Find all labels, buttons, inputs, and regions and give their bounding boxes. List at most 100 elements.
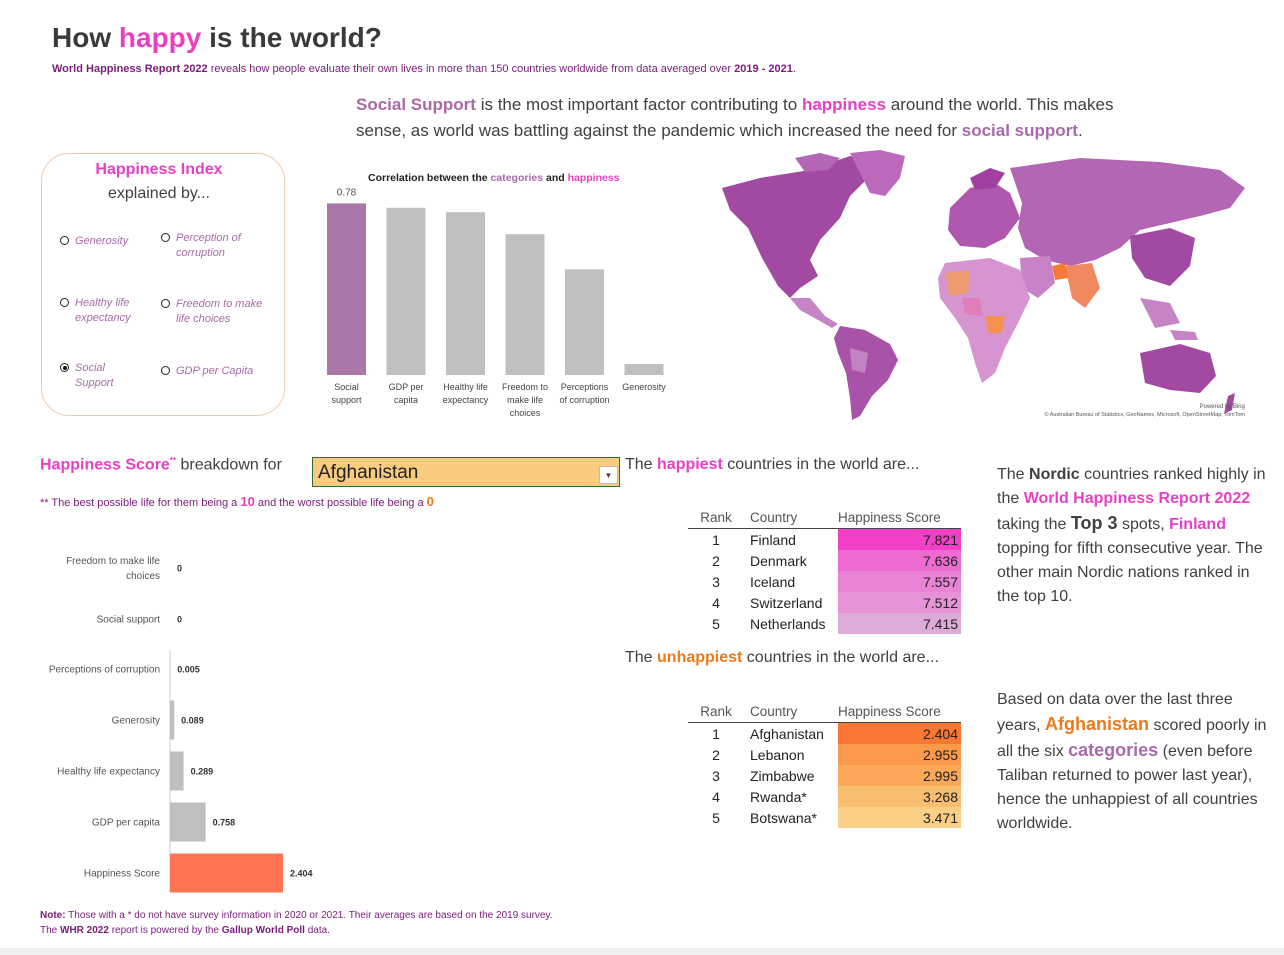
column-header: Country (750, 507, 838, 529)
bar-data-label: 0.78 (337, 187, 357, 198)
breakdown-bar (170, 700, 175, 740)
map-credit-sources: © Australian Bureau of Statistics, GeoNa… (1044, 412, 1245, 418)
scandinavia (970, 168, 1005, 190)
bottom-scroll-strip (0, 948, 1284, 955)
breakdown-bar (170, 802, 206, 842)
world-map[interactable] (700, 148, 1255, 423)
country-dropdown[interactable] (312, 457, 620, 487)
table-row: 3 Zimbabwe 2.995 (688, 765, 961, 786)
correlation-bar (505, 234, 545, 375)
correlation-bar (565, 269, 604, 375)
country-cell: Rwanda* (750, 788, 807, 805)
rank-cell: 3 (712, 573, 720, 590)
insight-part: is the most important factor contributin… (475, 95, 802, 114)
radio-empty-icon[interactable] (60, 298, 69, 307)
heading-highlight: unhappiest (657, 649, 743, 666)
category-tick-label: Healthy life expectancy (57, 767, 160, 778)
radio-empty-icon[interactable] (161, 366, 170, 375)
breakdown-footnote-mark: ** (169, 456, 177, 465)
category-tick-label: capita (394, 395, 418, 405)
note-bold: WHR 2022 (60, 925, 109, 936)
country-dropdown-value[interactable]: Afghanistan (318, 462, 419, 483)
index-panel-subtitle: explained by... (108, 185, 210, 202)
category-tick-label: expectancy (443, 395, 489, 405)
note-text: report is powered by the (108, 925, 222, 936)
central-america (790, 298, 838, 328)
category-radio-option[interactable]: Perception of corruption (161, 231, 241, 261)
unhappiest-table: Rank Country Happiness Score 1 Afghanistan 2.… (688, 701, 961, 828)
category-tick-label: make life (507, 395, 543, 405)
category-tick-label: Social (334, 382, 359, 392)
west-africa (962, 298, 982, 316)
map-credit-bing: Powered by Bing (1199, 404, 1245, 410)
europe (948, 183, 1020, 248)
north-america (722, 156, 872, 298)
radio-empty-icon[interactable] (60, 236, 69, 245)
score-cell: 2.404 (838, 722, 961, 744)
dropdown-arrow-icon[interactable]: ▼ (599, 466, 618, 484)
category-radio-option[interactable]: Freedom to make life choices (161, 297, 262, 327)
breakdown-label-text: breakdown for (176, 456, 282, 474)
footnote-best-value: 10 (240, 494, 255, 509)
table-row: 1 Afghanistan 2.404 (688, 722, 961, 744)
page-subtitle: World Happiness Report 2022 reveals how … (52, 63, 796, 75)
column-header: Happiness Score (838, 701, 961, 723)
note-bold: Gallup World Poll (221, 925, 305, 936)
page-title: How happy is the world? (52, 22, 382, 54)
text-highlight: Finland (1169, 516, 1226, 533)
radio-label: Freedom to make life choices (176, 298, 263, 325)
radio-empty-icon[interactable] (161, 299, 170, 308)
category-radio-option[interactable]: Social Support (60, 361, 114, 391)
country-cell: Switzerland (750, 594, 823, 611)
table-row: 2 Denmark 7.636 (688, 550, 961, 571)
page-note: Note: Those with a * do not have survey … (40, 908, 553, 938)
text-part: taking the (997, 516, 1071, 533)
text-bold: Nordic (1029, 466, 1080, 483)
table-header-row: Rank Country Happiness Score (688, 507, 961, 529)
category-tick-label: Perceptions (561, 382, 609, 392)
category-radio-option[interactable]: Healthy life expectancy (60, 296, 131, 326)
correlation-bar-chart: Correlation between the categories and h… (327, 172, 666, 418)
year-range: 2019 - 2021 (734, 63, 793, 75)
text-part: countries ranked highly in the (997, 466, 1266, 507)
category-tick-label: Happiness Score (84, 869, 161, 880)
category-radio-option[interactable]: Generosity (60, 234, 128, 249)
bar-data-label: 2.404 (290, 869, 313, 879)
category-radio-option[interactable]: GDP per Capita (161, 364, 253, 379)
rank-cell: 3 (712, 767, 720, 784)
table-row: 3 Iceland 7.557 (688, 571, 961, 592)
rank-cell: 5 (712, 615, 720, 632)
category-tick-label: support (331, 395, 362, 405)
table-row: 5 Netherlands 7.415 (688, 613, 961, 634)
insight-part: around the world. This makes sense, as w… (356, 95, 1114, 140)
note-line-1: Note: Those with a * do not have survey … (40, 908, 553, 923)
score-footnote: ** The best possible life for them being… (40, 494, 434, 509)
title-part: How (52, 22, 119, 53)
radio-label: Generosity (75, 235, 129, 247)
category-tick-label: GDP per capita (92, 818, 161, 829)
country-cell: Botswana* (750, 809, 817, 826)
title-highlight: happy (118, 22, 202, 53)
score-cell: 7.636 (838, 550, 961, 571)
radio-selected-icon[interactable] (60, 363, 69, 372)
table-row: 5 Botswana* 3.471 (688, 807, 961, 828)
note-line-2: The WHR 2022 report is powered by the Ga… (40, 923, 553, 938)
happiest-heading: The happiest countries in the world are.… (625, 456, 919, 474)
table-header-row: Rank Country Happiness Score (688, 701, 961, 723)
text-part: scored poorly in all the six (997, 717, 1267, 760)
bar-data-label: 0.005 (177, 665, 200, 675)
east-asia (1130, 228, 1195, 286)
south-america-inner (850, 348, 868, 373)
canada-islands (795, 153, 840, 172)
insight-highlight: social support (961, 121, 1078, 140)
bar-data-label: 0 (177, 564, 182, 574)
column-header: Rank (688, 701, 750, 723)
category-tick-label: choices (126, 571, 160, 582)
note-text: data. (304, 925, 330, 936)
radio-empty-icon[interactable] (161, 233, 170, 242)
breakdown-label: Happiness Score** breakdown for (40, 456, 282, 474)
new-zealand (1224, 393, 1235, 414)
correlation-bar (327, 203, 366, 375)
table-row: 4 Switzerland 7.512 (688, 592, 961, 613)
asia (1010, 158, 1245, 266)
